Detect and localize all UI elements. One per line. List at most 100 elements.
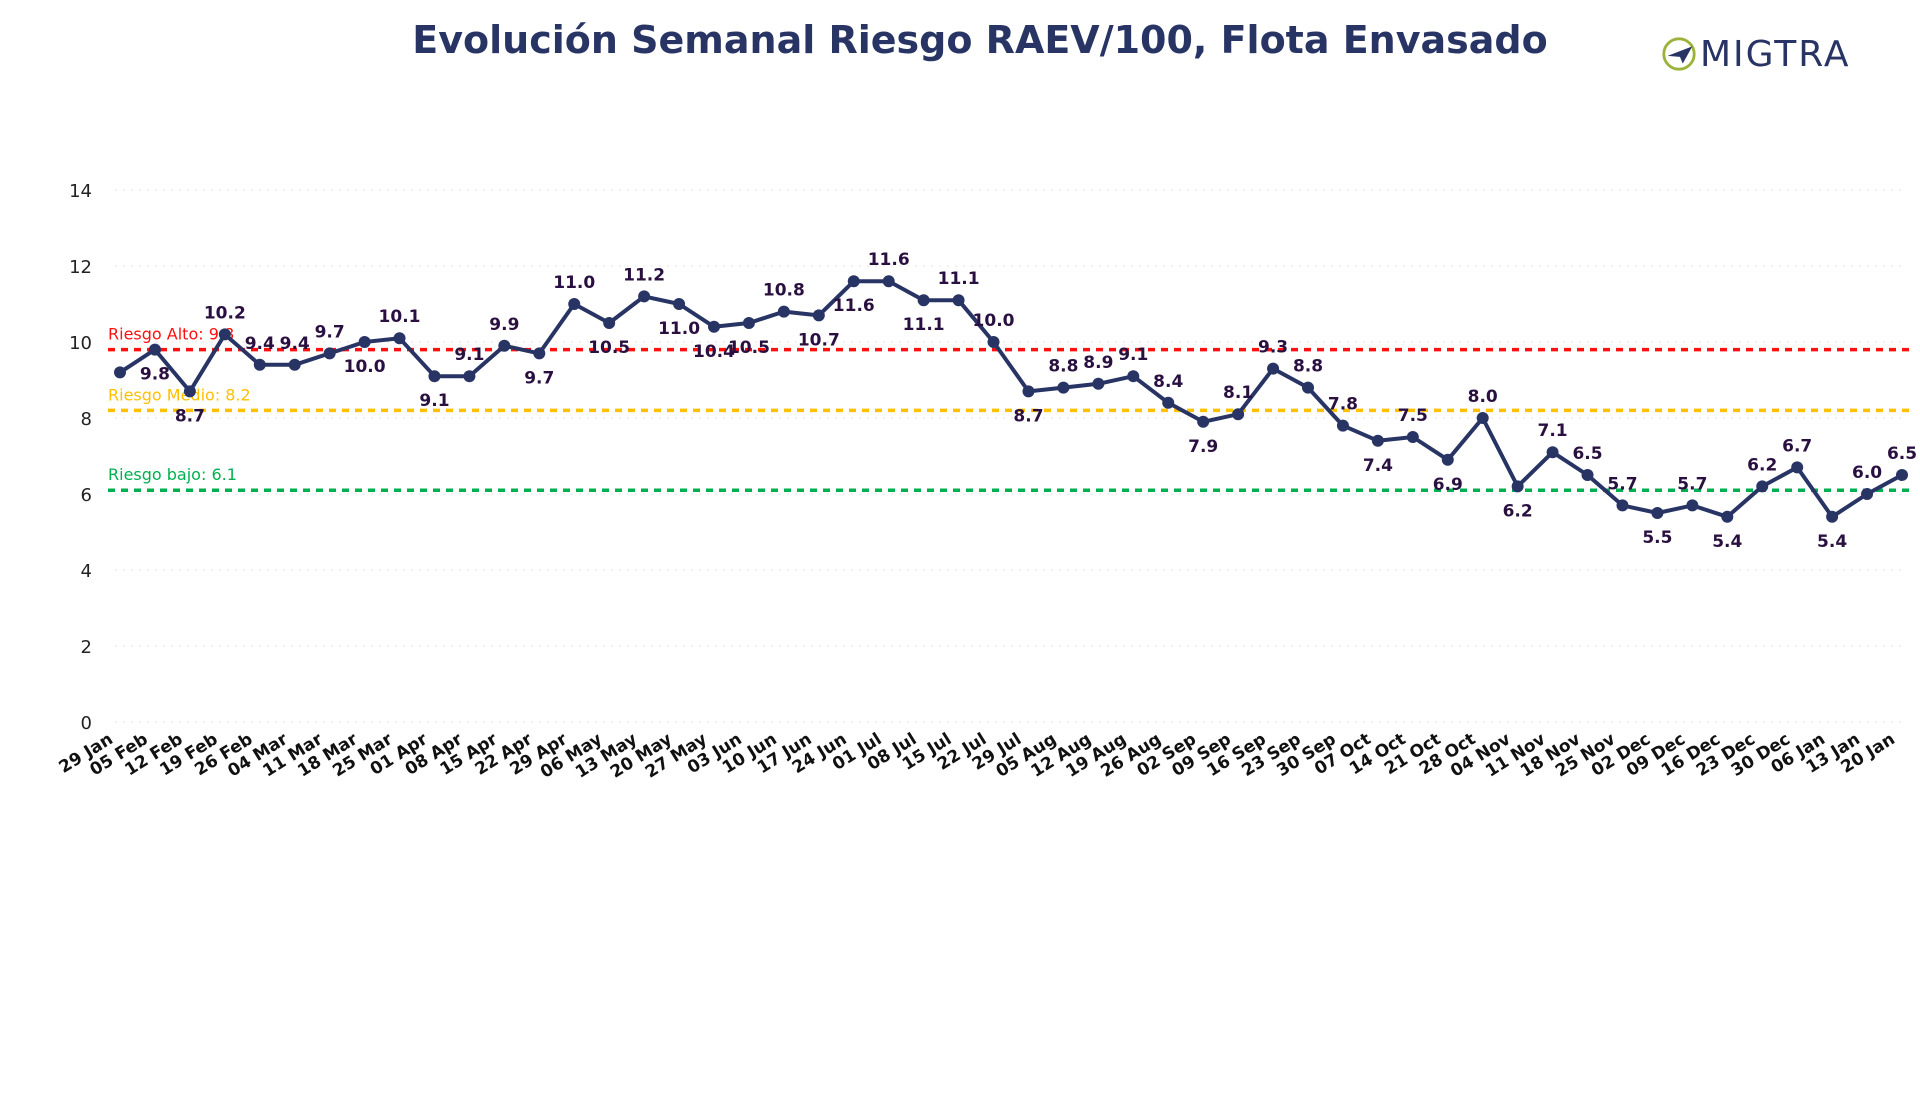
data-label: 10.4 — [693, 342, 735, 362]
data-label: 8.9 — [1083, 353, 1113, 373]
data-point — [218, 328, 231, 341]
data-label: 9.7 — [524, 368, 554, 388]
data-point — [253, 358, 266, 371]
data-label: 11.0 — [553, 273, 595, 293]
y-tick-label: 10 — [69, 333, 92, 354]
data-label: 10.5 — [728, 338, 770, 358]
data-label: 5.5 — [1642, 528, 1672, 548]
data-point — [1057, 381, 1070, 394]
data-label: 9.1 — [454, 345, 484, 365]
data-label: 9.1 — [419, 391, 449, 411]
data-label: 10.7 — [798, 330, 840, 350]
data-label: 9.9 — [489, 315, 519, 335]
chart-title: Evolución Semanal Riesgo RAEV/100, Flota… — [412, 18, 1548, 62]
data-points — [114, 275, 1908, 523]
paper-plane-circle-icon — [1662, 37, 1696, 71]
data-point — [1581, 469, 1594, 481]
data-point — [1721, 510, 1734, 523]
data-point — [114, 366, 126, 379]
data-label: 5.4 — [1817, 532, 1847, 552]
data-label: 8.7 — [175, 406, 205, 426]
data-label: 11.1 — [903, 315, 945, 335]
reference-lines: Riesgo Alto: 9.8 Riesgo Medio: 8.2 Riesgo … — [108, 325, 1912, 492]
data-label: 8.4 — [1153, 372, 1183, 392]
data-label: 10.0 — [973, 311, 1015, 331]
data-label: 10.8 — [763, 281, 805, 301]
data-label: 9.1 — [1118, 345, 1148, 365]
y-axis: 0 2 4 6 8 10 12 14 — [69, 181, 92, 734]
y-tick-label: 2 — [81, 637, 92, 658]
data-label: 9.8 — [140, 365, 170, 385]
data-point — [183, 385, 196, 398]
data-point — [1232, 408, 1245, 421]
data-point — [1302, 381, 1314, 394]
data-point — [1476, 412, 1489, 424]
data-point — [603, 317, 616, 329]
data-label: 10.5 — [588, 338, 630, 358]
data-label: 6.5 — [1572, 444, 1602, 464]
data-label: 8.8 — [1048, 357, 1078, 377]
y-tick-label: 6 — [81, 485, 92, 506]
grid — [115, 189, 1905, 723]
data-label: 11.1 — [938, 269, 980, 289]
y-tick-label: 14 — [69, 181, 92, 202]
data-point — [1197, 415, 1210, 428]
data-point — [148, 343, 161, 356]
data-point — [1441, 453, 1454, 466]
data-label: 10.2 — [204, 303, 246, 323]
data-label: 9.4 — [280, 334, 310, 354]
series-polyline — [118, 279, 1903, 519]
data-point — [1406, 431, 1419, 443]
data-point — [1162, 396, 1175, 409]
logo-text: MIGTRA — [1700, 33, 1851, 75]
data-point — [777, 305, 790, 318]
data-point — [1861, 488, 1874, 500]
data-point — [393, 332, 406, 345]
data-label: 11.6 — [868, 250, 910, 270]
data-point — [917, 294, 930, 307]
data-point — [1791, 461, 1804, 474]
data-point — [428, 370, 441, 383]
reference-line-label: Riesgo Medio: 8.2 — [108, 385, 251, 404]
data-label: 7.4 — [1363, 456, 1393, 476]
data-point — [1826, 510, 1839, 523]
data-point — [288, 358, 301, 371]
data-point — [673, 298, 686, 310]
data-point — [498, 339, 511, 352]
data-label: 5.4 — [1712, 532, 1742, 552]
data-point — [1267, 362, 1280, 375]
y-tick-label: 0 — [81, 713, 92, 734]
data-label: 8.7 — [1013, 406, 1043, 426]
y-tick-label: 8 — [81, 409, 92, 430]
data-point — [1371, 434, 1384, 447]
data-label: 7.1 — [1538, 421, 1568, 441]
data-point — [533, 347, 546, 360]
data-label: 6.2 — [1747, 455, 1777, 475]
data-point — [1092, 377, 1105, 390]
data-point — [1127, 370, 1140, 383]
data-point — [742, 317, 755, 329]
data-label: 6.5 — [1887, 444, 1917, 464]
data-point — [1651, 507, 1664, 519]
y-tick-label: 4 — [81, 561, 92, 582]
data-label: 11.2 — [623, 265, 665, 285]
data-point — [1546, 446, 1559, 459]
migtra-logo: MIGTRA — [1660, 30, 1850, 78]
data-point — [1022, 385, 1035, 398]
reference-line-label: Riesgo Alto: 9.8 — [108, 325, 234, 344]
data-labels: 9.88.710.29.4 9.49.710.010.19.19.19.99.71… — [140, 250, 1917, 552]
data-point — [708, 320, 720, 333]
data-label: 9.7 — [315, 322, 345, 342]
data-point — [1616, 499, 1629, 512]
data-label: 7.5 — [1398, 406, 1428, 426]
data-label: 11.0 — [658, 319, 700, 339]
data-point — [358, 336, 371, 348]
data-label: 5.7 — [1607, 474, 1637, 494]
data-point — [847, 275, 860, 288]
data-label: 8.8 — [1293, 357, 1323, 377]
data-label: 8.1 — [1223, 383, 1253, 403]
data-label: 7.9 — [1188, 437, 1218, 457]
data-point — [882, 275, 895, 288]
data-label: 10.0 — [344, 357, 386, 377]
data-label: 9.4 — [245, 334, 275, 354]
